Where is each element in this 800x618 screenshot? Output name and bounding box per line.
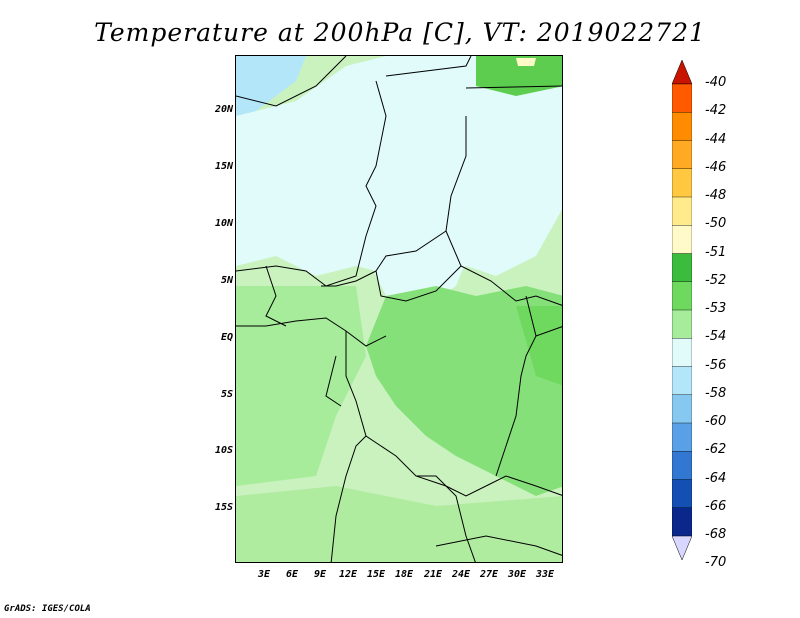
colorbar-segment <box>672 196 692 226</box>
lat-label-20n: 20N <box>214 104 233 115</box>
region-warm-central <box>366 286 562 496</box>
colorbar-label: -60 <box>705 414 727 429</box>
lat-label-5s: 5S <box>220 389 233 400</box>
colorbar-label: -51 <box>705 244 727 260</box>
map-title: Temperature at 200hPa [C], VT: 201902272… <box>94 18 706 47</box>
colorbar-label: -50 <box>705 216 727 232</box>
colorbar-segment <box>672 253 692 283</box>
colorbar-bottom-arrow <box>672 535 692 560</box>
colorbar-label: -64 <box>705 470 727 486</box>
lon-label-33e: 33E <box>535 569 555 580</box>
colorbar-segment <box>672 507 692 537</box>
lon-label-15e: 15E <box>366 569 386 580</box>
lon-label-30e: 30E <box>507 569 527 580</box>
lat-label-10n: 10N <box>214 218 233 229</box>
footer-credit: GrADS: IGES/COLA <box>4 604 91 614</box>
country-borders <box>236 56 562 562</box>
colorbar-segment <box>672 338 692 368</box>
colorbar-label: -52 <box>705 272 727 288</box>
colorbar-label: -62 <box>705 442 727 458</box>
colorbar-segment <box>672 83 692 113</box>
colorbar-segment <box>672 309 692 339</box>
lat-label-15s: 15S <box>214 502 233 513</box>
temperature-map <box>236 56 562 562</box>
lon-label-9e: 9E <box>313 569 327 580</box>
colorbar-segment <box>672 422 692 452</box>
lat-label-eq: EQ <box>220 332 233 343</box>
lat-label-5n: 5N <box>220 275 233 286</box>
lon-label-12e: 12E <box>338 569 358 580</box>
region-cold-north <box>236 56 562 296</box>
colorbar-segment <box>672 479 692 509</box>
colorbar-label: -56 <box>705 357 727 373</box>
lon-label-18e: 18E <box>394 569 414 580</box>
map-panel <box>235 55 563 563</box>
region-cold-center <box>371 196 476 306</box>
lat-label-10s: 10S <box>214 445 233 456</box>
region-warm-east <box>516 306 562 386</box>
colorbar-label: -48 <box>705 188 727 203</box>
colorbar-label: -40 <box>705 75 727 90</box>
colorbar-segment <box>672 366 692 396</box>
colorbar-segment <box>672 451 692 481</box>
colorbar-label: -53 <box>705 301 727 316</box>
region-yellow-ne <box>516 58 536 66</box>
region-coldest-nw <box>236 56 306 116</box>
colorbar-label: -70 <box>705 555 727 571</box>
colorbar-label: -46 <box>705 159 727 175</box>
colorbar-label: -66 <box>705 498 727 514</box>
region-south <box>236 486 562 562</box>
lat-label-15n: 15N <box>214 161 233 172</box>
colorbar-segment <box>672 112 692 142</box>
colorbar-label: -42 <box>705 103 727 119</box>
colorbar-segment <box>672 281 692 311</box>
colorbar-segment <box>672 225 692 255</box>
colorbar-segment <box>672 394 692 424</box>
colorbar-label: -44 <box>705 131 727 147</box>
lon-label-27e: 27E <box>479 569 499 580</box>
lon-label-24e: 24E <box>451 569 471 580</box>
lon-label-6e: 6E <box>285 569 299 580</box>
colorbar-label: -54 <box>705 329 727 345</box>
lon-label-3e: 3E <box>257 569 271 580</box>
colorbar <box>672 60 692 560</box>
region-west <box>236 286 366 486</box>
colorbar-label: -68 <box>705 527 727 542</box>
colorbar-segment <box>672 168 692 198</box>
colorbar-segment <box>672 140 692 170</box>
colorbar-label: -58 <box>705 385 727 401</box>
colorbar-top-arrow <box>672 60 692 85</box>
lon-label-21e: 21E <box>423 569 443 580</box>
